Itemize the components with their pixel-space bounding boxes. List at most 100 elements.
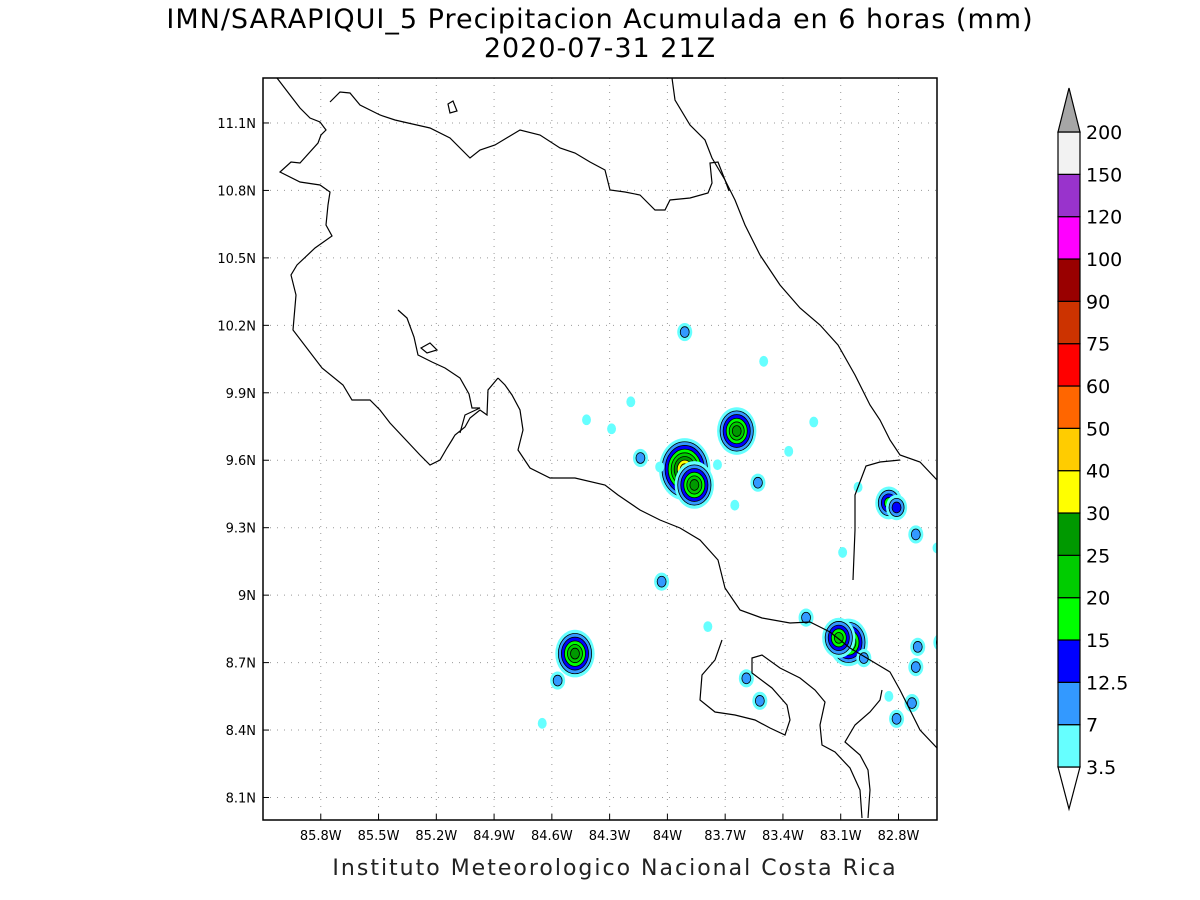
precip-cell [537,717,547,729]
osa-peninsula [699,639,863,819]
precip-cell [550,671,566,690]
precip-contour [741,672,752,685]
precip-cell [838,547,848,558]
colorbar-swatch [1057,470,1081,514]
precip-cell [889,709,905,728]
precip-contour [582,414,591,426]
colorbar-swatch [1057,512,1081,556]
lake-nicaragua-shore [276,78,499,466]
caribbean-coast [671,78,937,481]
precip-contour [884,690,894,702]
lon-tick-label: 83.7W [704,829,746,844]
precip-cell [884,690,894,702]
lat-tick-label: 10.2N [217,319,256,334]
precip-cell [555,629,595,678]
pacific-coast-nicoya [397,309,481,434]
precip-contour [940,673,949,684]
lon-tick-label: 84W [653,829,683,844]
longitude-tick-labels: 85.8W 85.5W 85.2W 84.9W 84.6W 84.3W 84W 83.7W 83… [300,829,920,844]
precip-contour [655,461,665,473]
precip-contour [537,717,547,729]
panama-border-south [844,689,883,819]
map-title: IMN/SARAPIQUI_5 Precipitacion Acumulada … [166,4,1034,35]
colorbar-swatch [1057,724,1081,768]
colorbar-upper-arrow [1057,87,1081,133]
precip-contour [942,583,951,594]
colorbar-swatch [1057,597,1081,641]
colorbar-swatch [1057,385,1081,429]
lon-tick-label: 85.8W [300,829,342,844]
colorbar-label: 20 [1086,588,1110,610]
colorbar-label: 15 [1086,630,1110,652]
lat-tick-label: 11.1N [217,117,256,132]
lon-tick-label: 84.3W [589,829,631,844]
colorbar-swatch [1057,639,1081,683]
lake-islet [419,342,439,354]
colorbar-swatch [1057,258,1081,302]
precip-contour [753,476,763,489]
precip-contour [932,542,937,554]
precip-contour [784,445,794,457]
lat-tick-label: 8.1N [226,792,256,807]
colorbar-swatch [1057,681,1081,726]
precip-cell [856,649,872,668]
panama-border [852,459,901,581]
precip-contour [635,452,646,464]
colorbar-label: 30 [1086,503,1110,525]
precip-contour [801,611,811,624]
precip-contour [656,575,667,588]
precip-cell [626,396,636,408]
precip-contour [907,697,917,709]
precip-cell [703,621,713,633]
lon-tick-label: 85.5W [358,829,400,844]
precip-cell [750,473,766,492]
precip-cell [582,414,591,426]
precip-contour [730,499,740,511]
precip-cell [677,322,693,342]
precip-contour [552,674,563,687]
map-frame [262,77,938,821]
colorbar-legend: 3.5 7 12.5 15 20 25 30 40 50 60 75 90 100 120 150 200 [1057,87,1128,812]
precip-cell [784,445,794,457]
colorbar-swatch [1057,173,1081,218]
precip-cell [942,583,951,594]
colorbar-label: 7 [1086,715,1098,737]
lake-island [447,100,458,114]
precip-cell [940,673,949,684]
precip-contour [838,547,848,558]
colorbar-label: 90 [1086,291,1110,313]
precip-cell [822,617,856,658]
precip-cell [886,494,908,521]
precip-cell [908,658,924,677]
precip-cell [932,542,937,554]
precip-contour [607,423,617,435]
precip-cell [752,691,768,710]
precip-contour [754,695,765,707]
lat-tick-label: 9.6N [226,454,256,469]
precip-cell [738,669,754,688]
precip-contour [910,661,921,673]
colorbar-label: 75 [1086,334,1110,356]
precip-contour [912,641,923,653]
colorbar-swatch [1057,343,1081,387]
lat-lon-grid [263,78,937,820]
coastline [276,78,937,819]
colorbar-label: 50 [1086,418,1110,440]
colorbar-label: 3.5 [1086,757,1116,779]
precip-cell [933,634,937,651]
precip-contour [891,501,902,514]
colorbar-swatch [1057,300,1081,345]
precip-cell [908,525,924,544]
precip-contour [713,459,722,471]
precip-contour [731,425,742,437]
precip-contour [891,713,902,725]
lat-tick-label: 10.5N [217,252,256,267]
precip-cell [809,416,819,428]
lon-tick-label: 84.6W [531,829,573,844]
precip-contour [759,355,769,367]
precip-contour [703,621,713,633]
precip-contour [626,396,636,408]
colorbar-label: 120 [1086,207,1122,229]
colorbar-label: 200 [1086,122,1122,144]
